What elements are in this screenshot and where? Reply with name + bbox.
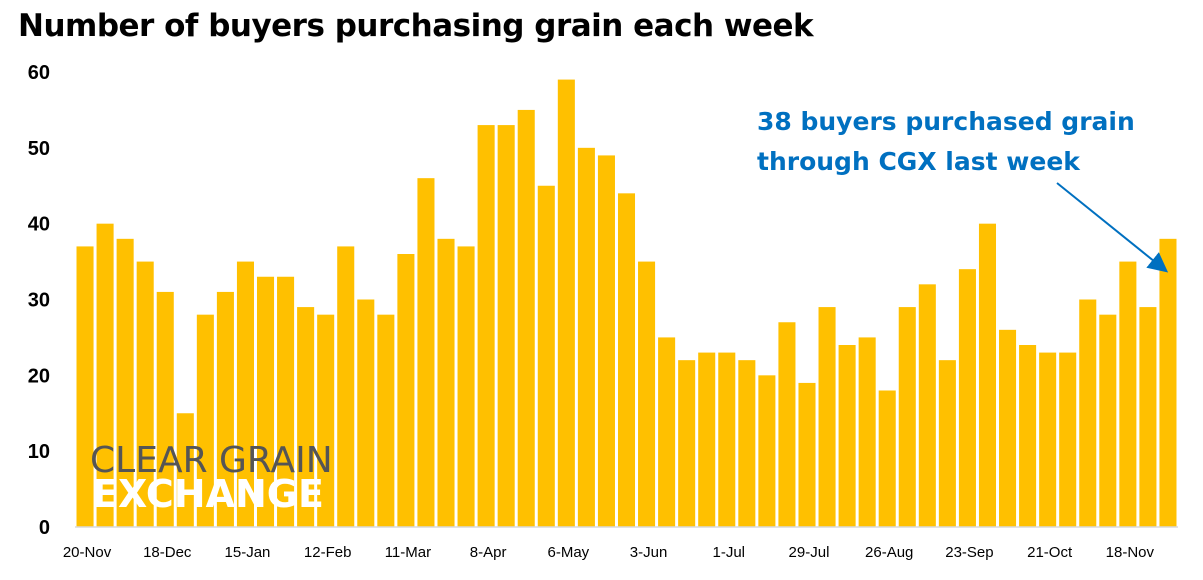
- bar: [878, 390, 896, 527]
- x-tick-label: 6-May: [547, 544, 589, 561]
- y-tick-label: 60: [28, 62, 50, 84]
- bar: [818, 307, 836, 527]
- x-tick-label: 11-Mar: [385, 544, 431, 561]
- bar: [999, 329, 1017, 527]
- bar: [758, 375, 776, 527]
- bar: [798, 382, 816, 527]
- bar: [898, 307, 916, 527]
- bar: [617, 193, 636, 528]
- bar: [978, 223, 997, 527]
- bar: [357, 299, 375, 527]
- bar: [176, 413, 194, 527]
- bar: [1079, 299, 1097, 527]
- bar: [116, 238, 134, 528]
- bar: [577, 147, 595, 528]
- bar: [738, 360, 756, 527]
- bar: [557, 79, 575, 527]
- y-tick-label: 40: [28, 214, 50, 236]
- bar: [377, 314, 395, 527]
- y-tick-label: 20: [28, 365, 50, 387]
- bar: [1099, 314, 1117, 527]
- logo: CLEAR GRAIN EXCHANGE: [90, 440, 333, 516]
- bar: [497, 125, 515, 527]
- bar: [858, 337, 876, 527]
- bar: [658, 337, 676, 527]
- bar: [918, 284, 936, 527]
- bar: [698, 352, 716, 527]
- bar: [1059, 352, 1077, 527]
- logo-line2: EXCHANGE: [92, 472, 324, 516]
- bar: [417, 178, 435, 527]
- y-tick-label: 50: [28, 138, 50, 160]
- x-tick-label: 29-Jul: [789, 544, 830, 561]
- bar: [236, 261, 254, 527]
- bar: [397, 254, 415, 527]
- x-tick-label: 8-Apr: [470, 544, 507, 561]
- x-tick-label: 18-Dec: [143, 544, 192, 561]
- bar: [517, 109, 535, 528]
- bar: [216, 291, 234, 527]
- bar: [1039, 352, 1057, 527]
- annotation: 38 buyers purchased grain through CGX la…: [757, 107, 1169, 273]
- bar: [156, 291, 174, 527]
- bar: [256, 276, 275, 527]
- bar: [337, 246, 355, 527]
- bar: [196, 314, 214, 527]
- bar: [938, 360, 956, 527]
- x-tick-label: 1-Jul: [713, 544, 746, 561]
- x-tick-label: 20-Nov: [63, 544, 112, 561]
- bar: [958, 269, 976, 527]
- bar: [317, 314, 335, 527]
- x-tick-label: 18-Nov: [1106, 544, 1155, 561]
- bar: [136, 261, 154, 527]
- x-tick-label: 21-Oct: [1027, 544, 1073, 561]
- annotation-line1: 38 buyers purchased grain: [757, 107, 1135, 136]
- y-tick-label: 0: [39, 517, 50, 539]
- bar: [1159, 238, 1177, 528]
- bar: [597, 155, 615, 527]
- y-tick-label: 30: [28, 290, 50, 312]
- bar: [838, 345, 856, 527]
- annotation-line2: through CGX last week: [757, 147, 1081, 176]
- x-tick-label: 23-Sep: [945, 544, 993, 561]
- bar: [477, 125, 495, 527]
- x-tick-label: 12-Feb: [304, 544, 352, 561]
- bar: [437, 238, 455, 528]
- x-tick-label: 15-Jan: [225, 544, 271, 561]
- bar: [76, 246, 94, 527]
- logo-line1: CLEAR GRAIN: [90, 440, 333, 481]
- annotation-arrow: [1056, 182, 1169, 273]
- bar: [638, 261, 656, 527]
- x-tick-label: 26-Aug: [865, 544, 913, 561]
- chart-title: Number of buyers purchasing grain each w…: [18, 8, 814, 44]
- bar: [1139, 307, 1157, 527]
- bar: [277, 276, 295, 527]
- bar: [1119, 261, 1137, 527]
- bar: [96, 223, 114, 527]
- bar: [678, 360, 696, 527]
- y-tick-label: 10: [28, 441, 50, 463]
- bar: [1019, 345, 1037, 527]
- bar: [537, 185, 555, 527]
- bar: [297, 307, 315, 527]
- x-tick-label: 3-Jun: [630, 544, 668, 561]
- bar: [778, 322, 796, 527]
- bar: [457, 246, 475, 527]
- bar: [718, 352, 736, 527]
